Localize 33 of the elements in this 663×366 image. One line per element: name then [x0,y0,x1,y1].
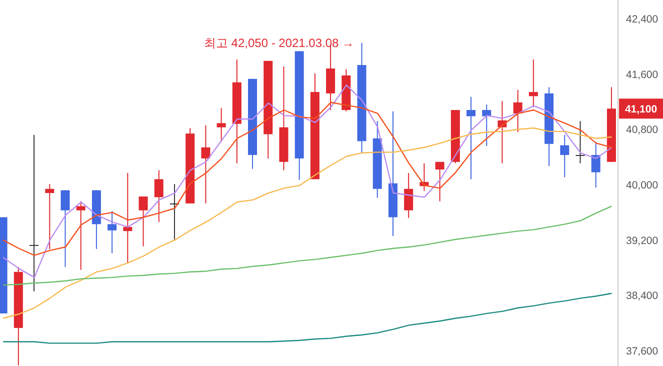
candlestick [435,161,444,202]
candlestick [528,59,538,108]
y-tick-label: 39,200 [626,234,658,247]
line-series [2,84,612,278]
line-series [2,102,612,256]
y-tick-label: 37,600 [626,346,658,358]
y-tick-label: 41,600 [626,68,658,81]
candlestick [482,104,492,146]
candlestick [108,210,117,254]
candlestick [30,134,39,292]
candlestick [216,107,226,142]
line-series [2,127,612,319]
candlestick [76,200,86,270]
candlestick [576,120,585,164]
candlestick [591,141,600,188]
line-series [2,292,612,344]
candlestick [154,170,164,223]
candlestick [201,124,210,204]
candlestick [123,172,132,264]
text: 41,100 [624,104,658,116]
line-series [2,206,612,286]
y-tick-label: 40,000 [626,179,658,192]
candlestick [138,196,148,247]
candlestick [60,190,70,268]
y-tick-label: 38,400 [626,290,658,302]
y-tick-label: 40,800 [626,124,658,136]
candlestick [513,89,522,133]
candlestick [466,96,476,180]
candlestick [45,184,54,250]
annotation: 최고 42,050 - 2021.03.08 → [204,36,354,50]
candlestick [560,134,570,178]
candlestick [404,172,414,218]
y-tick-label: 42,400 [626,13,658,26]
